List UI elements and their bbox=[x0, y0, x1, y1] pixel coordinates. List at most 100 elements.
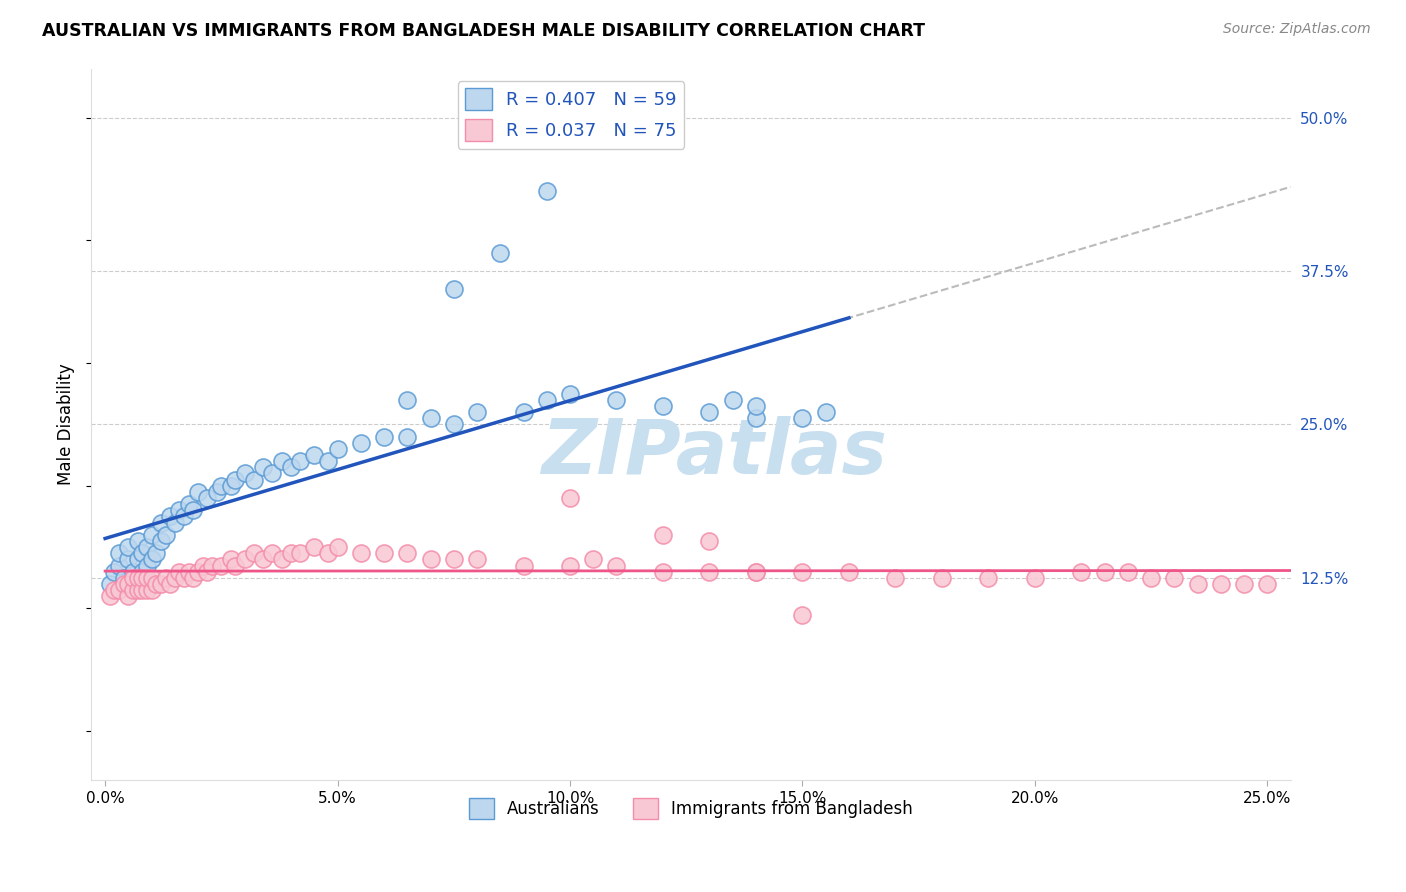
Point bbox=[373, 430, 395, 444]
Point bbox=[605, 392, 627, 407]
Point bbox=[177, 565, 200, 579]
Point bbox=[1163, 571, 1185, 585]
Point bbox=[127, 533, 149, 548]
Point bbox=[745, 565, 768, 579]
Point bbox=[159, 577, 181, 591]
Point bbox=[187, 565, 209, 579]
Point bbox=[108, 546, 131, 560]
Point bbox=[117, 552, 139, 566]
Point bbox=[373, 546, 395, 560]
Point bbox=[1187, 577, 1209, 591]
Point bbox=[1070, 565, 1092, 579]
Point bbox=[136, 571, 159, 585]
Point bbox=[977, 571, 1000, 585]
Point bbox=[127, 571, 149, 585]
Point bbox=[1116, 565, 1139, 579]
Point bbox=[396, 392, 419, 407]
Point bbox=[792, 411, 814, 425]
Point bbox=[1256, 577, 1278, 591]
Point bbox=[145, 546, 167, 560]
Text: Source: ZipAtlas.com: Source: ZipAtlas.com bbox=[1223, 22, 1371, 37]
Point bbox=[155, 571, 177, 585]
Point bbox=[536, 184, 558, 198]
Point bbox=[1024, 571, 1046, 585]
Point bbox=[149, 577, 172, 591]
Point bbox=[443, 282, 465, 296]
Point bbox=[136, 583, 159, 598]
Point bbox=[699, 533, 721, 548]
Y-axis label: Male Disability: Male Disability bbox=[58, 364, 75, 485]
Point bbox=[141, 528, 163, 542]
Point bbox=[558, 386, 581, 401]
Point bbox=[112, 577, 135, 591]
Point bbox=[396, 546, 419, 560]
Point bbox=[489, 245, 512, 260]
Point bbox=[270, 454, 292, 468]
Point bbox=[98, 589, 121, 603]
Point bbox=[149, 516, 172, 530]
Point bbox=[233, 552, 256, 566]
Point bbox=[814, 405, 837, 419]
Point bbox=[699, 565, 721, 579]
Point bbox=[205, 484, 228, 499]
Point bbox=[127, 583, 149, 598]
Point bbox=[316, 546, 339, 560]
Point bbox=[131, 565, 153, 579]
Point bbox=[465, 405, 488, 419]
Point bbox=[582, 552, 605, 566]
Point bbox=[103, 565, 125, 579]
Point bbox=[316, 454, 339, 468]
Point bbox=[252, 552, 274, 566]
Point bbox=[280, 546, 302, 560]
Point bbox=[195, 565, 218, 579]
Point bbox=[252, 460, 274, 475]
Point bbox=[243, 546, 266, 560]
Point bbox=[108, 583, 131, 598]
Point bbox=[187, 484, 209, 499]
Point bbox=[419, 552, 441, 566]
Point bbox=[745, 399, 768, 413]
Point bbox=[224, 473, 246, 487]
Point bbox=[173, 509, 195, 524]
Point bbox=[131, 583, 153, 598]
Point bbox=[103, 583, 125, 598]
Point bbox=[884, 571, 907, 585]
Point bbox=[270, 552, 292, 566]
Point bbox=[512, 558, 534, 573]
Point bbox=[605, 558, 627, 573]
Point bbox=[721, 392, 744, 407]
Point bbox=[163, 571, 186, 585]
Point bbox=[122, 583, 145, 598]
Point bbox=[117, 577, 139, 591]
Point bbox=[136, 558, 159, 573]
Point bbox=[177, 497, 200, 511]
Point bbox=[558, 491, 581, 505]
Text: ZIPatlas: ZIPatlas bbox=[541, 416, 887, 490]
Point bbox=[169, 503, 191, 517]
Point bbox=[1233, 577, 1256, 591]
Point bbox=[195, 491, 218, 505]
Point bbox=[127, 552, 149, 566]
Point bbox=[112, 571, 135, 585]
Point bbox=[191, 558, 214, 573]
Point bbox=[290, 546, 312, 560]
Point bbox=[201, 558, 224, 573]
Point bbox=[163, 516, 186, 530]
Point bbox=[304, 448, 326, 462]
Point bbox=[169, 565, 191, 579]
Point bbox=[465, 552, 488, 566]
Point bbox=[141, 583, 163, 598]
Point bbox=[652, 565, 675, 579]
Point bbox=[558, 558, 581, 573]
Point bbox=[326, 540, 349, 554]
Point bbox=[145, 577, 167, 591]
Point bbox=[131, 571, 153, 585]
Point bbox=[792, 607, 814, 622]
Point bbox=[108, 558, 131, 573]
Point bbox=[183, 503, 205, 517]
Legend: Australians, Immigrants from Bangladesh: Australians, Immigrants from Bangladesh bbox=[463, 792, 920, 825]
Point bbox=[149, 533, 172, 548]
Point bbox=[1209, 577, 1232, 591]
Point bbox=[745, 565, 768, 579]
Point bbox=[262, 546, 284, 560]
